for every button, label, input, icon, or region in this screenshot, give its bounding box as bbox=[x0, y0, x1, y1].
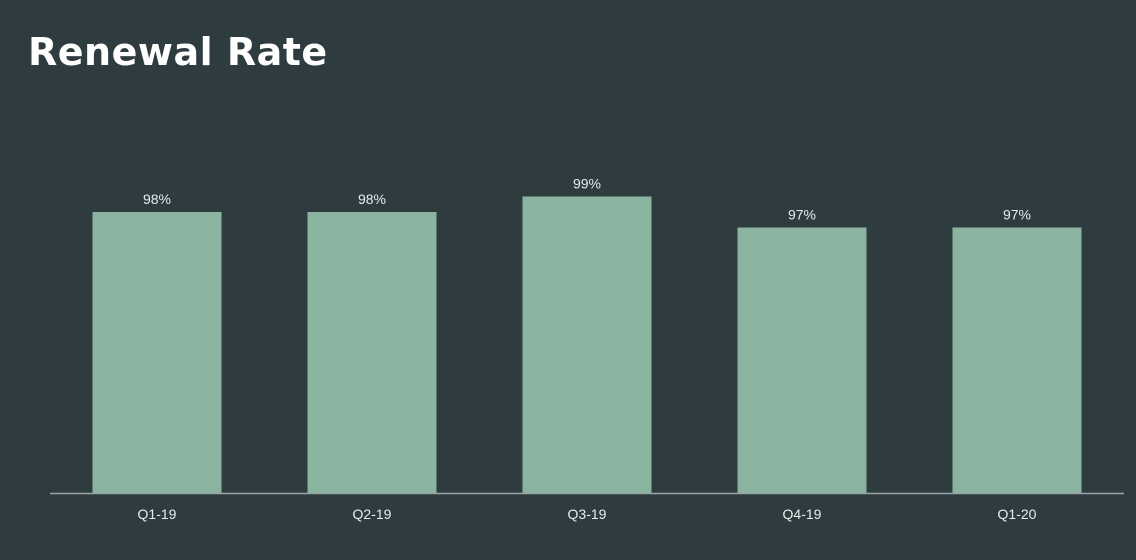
x-tick-label: Q3-19 bbox=[568, 506, 607, 522]
data-label: 97% bbox=[1003, 207, 1031, 223]
data-label: 97% bbox=[788, 207, 816, 223]
page-title: Renewal Rate bbox=[28, 30, 328, 74]
x-tick-label: Q1-20 bbox=[998, 506, 1037, 522]
data-label: 99% bbox=[573, 176, 601, 192]
bar-q1-20 bbox=[952, 227, 1082, 493]
data-label: 98% bbox=[143, 191, 171, 207]
x-tick-label: Q2-19 bbox=[353, 506, 392, 522]
x-tick-label: Q1-19 bbox=[138, 506, 177, 522]
x-tick-label: Q4-19 bbox=[783, 506, 822, 522]
bar-q2-19 bbox=[307, 212, 437, 493]
bar-q1-19 bbox=[92, 212, 222, 493]
bar-q3-19 bbox=[522, 196, 652, 493]
bar-q4-19 bbox=[737, 227, 867, 493]
data-label: 98% bbox=[358, 191, 386, 207]
